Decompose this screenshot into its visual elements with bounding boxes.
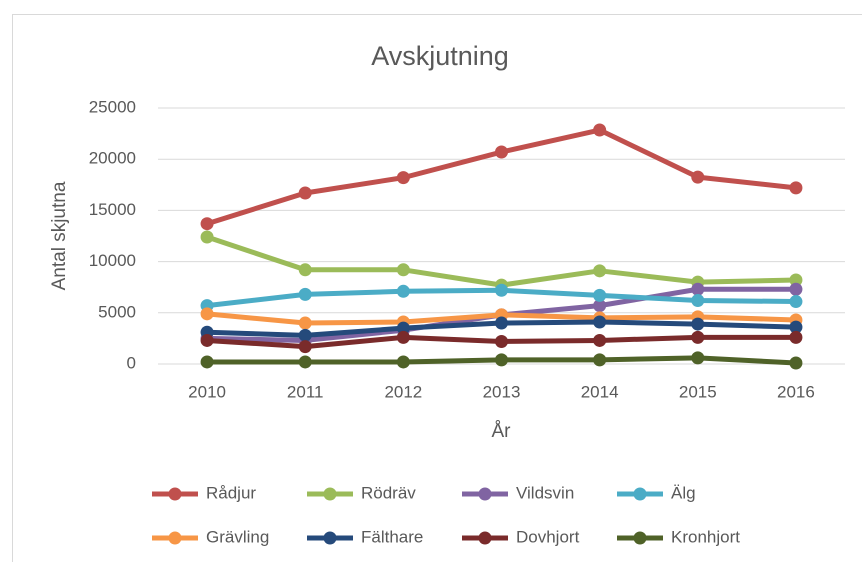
data-point [396,330,410,344]
data-point [789,273,803,287]
data-point [593,288,607,302]
data-point [593,123,607,137]
data-point [298,316,312,330]
legend-label: Älg [671,483,696,502]
data-point [691,170,705,184]
y-tick-label: 25000 [89,97,136,116]
data-point [691,330,705,344]
data-point [691,294,705,308]
data-point [593,264,607,278]
y-axis-label: Antal skjutna [49,181,70,290]
legend-label: Dovhjort [516,527,580,546]
legend-label: Grävling [206,527,269,546]
data-point [789,295,803,309]
data-point [593,315,607,329]
data-point [298,355,312,369]
legend-marker [323,487,337,501]
legend-marker [633,487,647,501]
legend-label: Kronhjort [671,527,740,546]
y-tick-label: 20000 [89,149,136,168]
legend-label: Fälthare [361,527,423,546]
legend-marker [633,531,647,545]
x-tick-label: 2015 [679,382,717,401]
x-tick-label: 2014 [581,382,619,401]
data-point [495,145,508,159]
legend-label: Rödräv [361,483,416,502]
data-point [691,282,705,296]
x-tick-label: 2016 [777,382,815,401]
data-point [396,321,410,335]
data-point [593,299,607,313]
x-tick-label: 2013 [483,382,521,401]
data-point [495,283,508,297]
legend-marker [478,531,492,545]
y-tick-label: 0 [127,353,136,372]
legend-label: Rådjur [206,483,256,502]
x-tick-label: 2011 [287,382,324,401]
legend-marker [168,487,182,501]
legend-label: Vildsvin [516,483,574,502]
data-point [298,263,312,277]
data-point [396,355,410,369]
y-tick-label: 5000 [98,302,136,321]
data-point [789,356,803,370]
legend-marker [168,531,182,545]
data-point [298,340,312,354]
data-point [200,333,214,347]
y-tick-label: 10000 [89,251,136,270]
data-point [593,333,607,347]
data-point [200,355,214,369]
legend-marker [478,487,492,501]
data-point [593,353,607,367]
data-point [789,320,803,334]
x-tick-label: 2010 [188,382,226,401]
data-point [495,316,508,330]
data-point [200,230,214,244]
legend-marker [323,531,337,545]
y-tick-label: 15000 [89,200,136,219]
x-axis-label: År [492,421,512,442]
data-point [298,287,312,301]
data-point [200,217,214,231]
data-point [495,353,508,367]
data-point [298,328,312,342]
x-tick-label: 2012 [384,382,422,401]
data-point [495,334,508,348]
data-point [691,351,705,365]
data-point [691,317,705,331]
data-point [298,186,312,200]
data-point [789,282,803,296]
data-point [396,284,410,298]
data-point [396,263,410,277]
data-point [396,171,410,185]
chart-title: Avskjutning [371,41,509,71]
data-point [789,330,803,344]
data-point [200,307,214,321]
data-point [789,181,803,195]
